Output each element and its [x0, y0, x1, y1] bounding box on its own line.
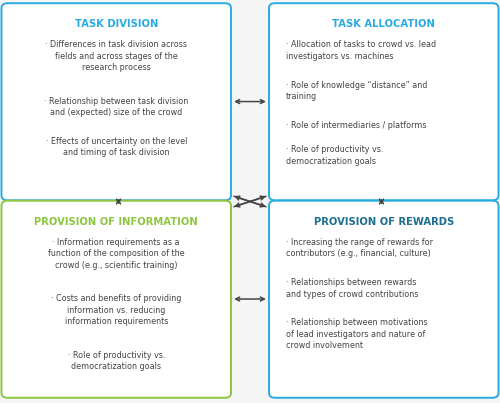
Text: · Relationship between task division
and (expected) size of the crowd: · Relationship between task division and… [44, 97, 189, 117]
Text: · Increasing the range of rewards for
contributors (e.g., financial, culture): · Increasing the range of rewards for co… [286, 238, 433, 258]
Text: · Costs and benefits of providing
information vs. reducing
information requireme: · Costs and benefits of providing inform… [51, 294, 182, 326]
Text: · Relationship between motivations
of lead investigators and nature of
crowd inv: · Relationship between motivations of le… [286, 318, 428, 350]
Text: · Information requirements as a
function of the composition of the
crowd (e.g., : · Information requirements as a function… [48, 238, 184, 270]
FancyBboxPatch shape [269, 3, 498, 200]
Text: · Effects of uncertainty on the level
and timing of task division: · Effects of uncertainty on the level an… [46, 137, 187, 158]
FancyBboxPatch shape [2, 201, 231, 398]
Text: · Role of knowledge “distance” and
training: · Role of knowledge “distance” and train… [286, 81, 428, 101]
Text: · Role of intermediaries / platforms: · Role of intermediaries / platforms [286, 121, 426, 130]
Text: TASK DIVISION: TASK DIVISION [74, 19, 158, 29]
Text: PROVISION OF REWARDS: PROVISION OF REWARDS [314, 217, 454, 227]
Text: · Role of productivity vs.
democratization goals: · Role of productivity vs. democratizati… [68, 351, 165, 371]
FancyBboxPatch shape [2, 3, 231, 200]
Text: · Role of productivity vs.
democratization goals: · Role of productivity vs. democratizati… [286, 145, 384, 166]
Text: · Allocation of tasks to crowd vs. lead
investigators vs. machines: · Allocation of tasks to crowd vs. lead … [286, 40, 436, 61]
FancyBboxPatch shape [269, 201, 498, 398]
Text: TASK ALLOCATION: TASK ALLOCATION [332, 19, 435, 29]
Text: PROVISION OF INFORMATION: PROVISION OF INFORMATION [34, 217, 198, 227]
Text: · Differences in task division across
fields and across stages of the
research p: · Differences in task division across fi… [45, 40, 187, 72]
Text: · Relationships between rewards
and types of crowd contributions: · Relationships between rewards and type… [286, 278, 418, 299]
